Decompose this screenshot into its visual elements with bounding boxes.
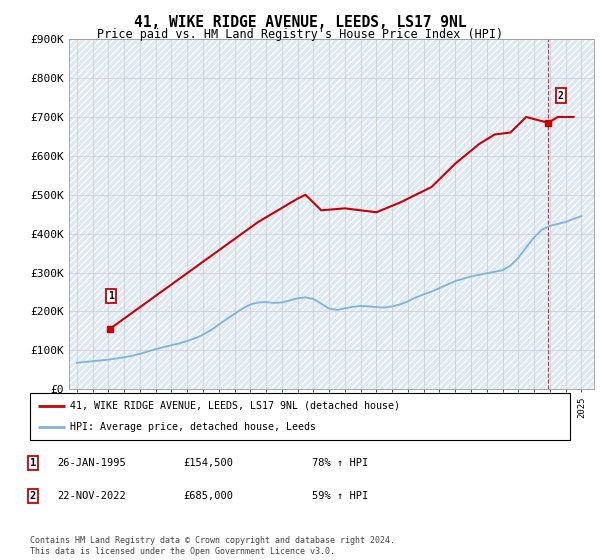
Text: 22-NOV-2022: 22-NOV-2022 bbox=[57, 491, 126, 501]
Text: 41, WIKE RIDGE AVENUE, LEEDS, LS17 9NL: 41, WIKE RIDGE AVENUE, LEEDS, LS17 9NL bbox=[134, 15, 466, 30]
Text: 2: 2 bbox=[558, 91, 564, 101]
Text: HPI: Average price, detached house, Leeds: HPI: Average price, detached house, Leed… bbox=[71, 422, 317, 432]
Text: Price paid vs. HM Land Registry's House Price Index (HPI): Price paid vs. HM Land Registry's House … bbox=[97, 28, 503, 41]
Text: 2: 2 bbox=[30, 491, 36, 501]
Text: 1: 1 bbox=[30, 458, 36, 468]
Text: 59% ↑ HPI: 59% ↑ HPI bbox=[312, 491, 368, 501]
FancyBboxPatch shape bbox=[30, 393, 570, 440]
Text: 1: 1 bbox=[108, 291, 114, 301]
Text: Contains HM Land Registry data © Crown copyright and database right 2024.
This d: Contains HM Land Registry data © Crown c… bbox=[30, 536, 395, 556]
Text: £685,000: £685,000 bbox=[183, 491, 233, 501]
Text: 41, WIKE RIDGE AVENUE, LEEDS, LS17 9NL (detached house): 41, WIKE RIDGE AVENUE, LEEDS, LS17 9NL (… bbox=[71, 400, 401, 410]
Text: 26-JAN-1995: 26-JAN-1995 bbox=[57, 458, 126, 468]
Text: 78% ↑ HPI: 78% ↑ HPI bbox=[312, 458, 368, 468]
Text: £154,500: £154,500 bbox=[183, 458, 233, 468]
